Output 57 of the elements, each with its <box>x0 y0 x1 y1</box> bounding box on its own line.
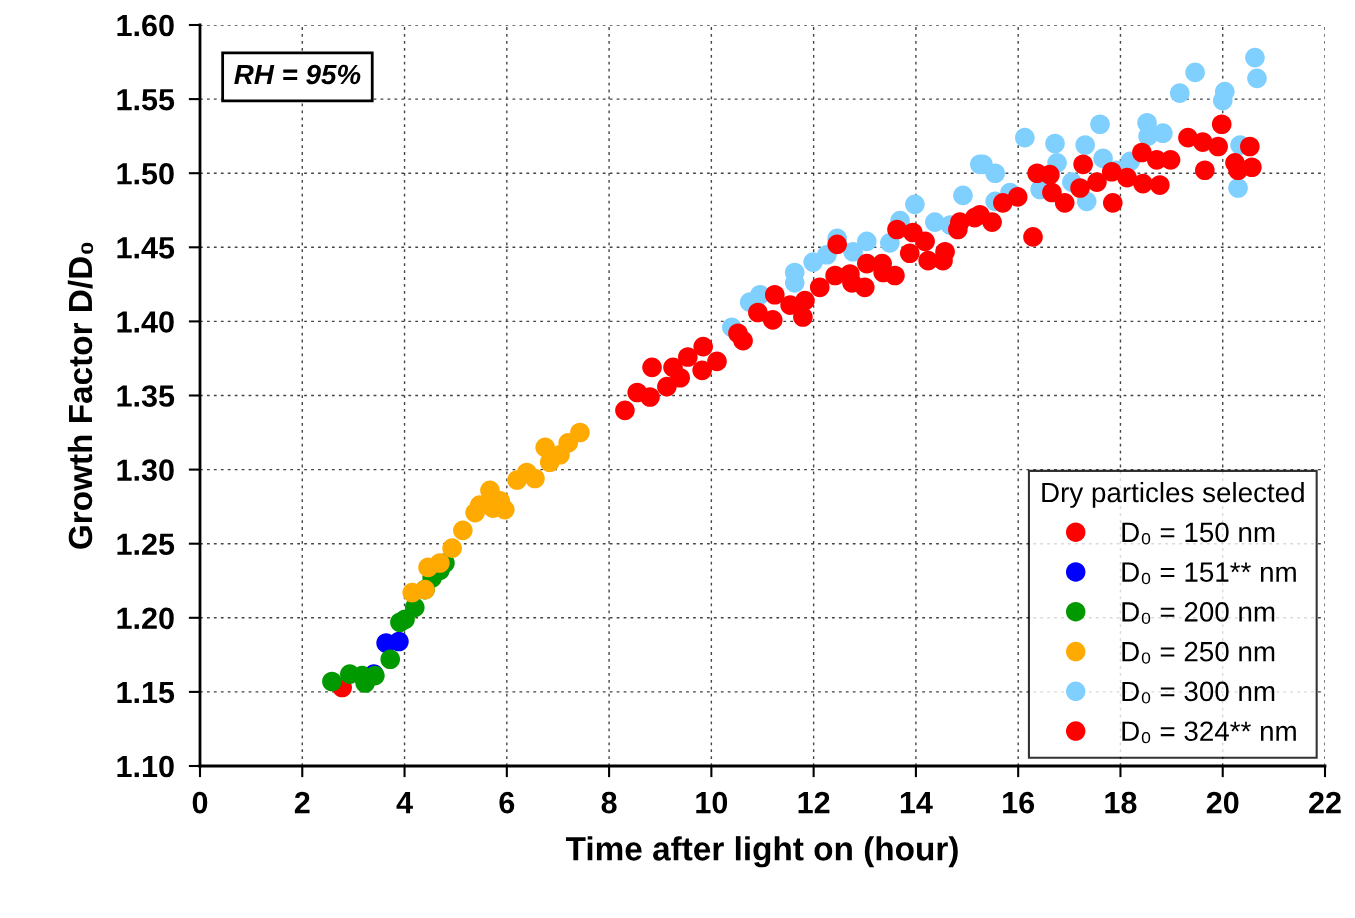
x-tick-label: 14 <box>900 792 933 814</box>
x-tick-label: 6 <box>499 791 515 814</box>
point <box>1075 135 1095 155</box>
y-tick-label: 1.20 <box>117 607 174 630</box>
point <box>985 163 1005 184</box>
point <box>570 422 590 443</box>
y-tick-label: 1.35 <box>117 385 175 407</box>
x-tick-label: 10 <box>696 791 728 814</box>
point <box>1015 127 1035 148</box>
point <box>380 649 401 670</box>
x-tick-label: 2 <box>294 791 310 814</box>
x-tick-label: 0 <box>192 791 208 814</box>
legend-label: D₀ = 324** nm <box>1122 721 1296 744</box>
point <box>1045 133 1065 154</box>
y-tick-label: 1.40 <box>117 311 174 333</box>
legend-label: D₀ = 150 nm <box>1122 522 1275 545</box>
point <box>1245 47 1265 68</box>
point <box>1185 62 1205 83</box>
x-tick-label: 16 <box>1003 791 1035 814</box>
point <box>322 671 342 692</box>
x-tick-label: 18 <box>1105 791 1137 814</box>
y-tick-label: 1.25 <box>117 533 175 556</box>
point <box>1228 178 1248 198</box>
point <box>1214 81 1235 102</box>
legend-label: D₀ = 200 nm <box>1122 602 1275 624</box>
annotation: RH = 95% <box>234 64 361 85</box>
point <box>389 631 409 652</box>
legend-label: D₀ = 250 nm <box>1122 641 1275 664</box>
y-tick-label: 1.60 <box>117 14 174 37</box>
point <box>442 538 462 558</box>
point <box>905 194 925 215</box>
legend-label: D₀ = 300 nm <box>1122 681 1275 704</box>
y-tick-label: 1.30 <box>117 459 174 482</box>
x-tick-label: 12 <box>798 791 830 814</box>
legend-label: D₀ = 151** nm <box>1122 562 1296 585</box>
x-tick-label: 8 <box>601 791 617 814</box>
point <box>1153 123 1173 144</box>
y-tick-label: 1.45 <box>117 237 175 259</box>
point <box>953 185 973 206</box>
point <box>494 499 515 520</box>
legend-title: Dry particles selected <box>1042 481 1304 508</box>
x-axis-title: Time after light on (hour) <box>565 836 958 868</box>
point <box>857 231 877 252</box>
x-tick-label: 4 <box>396 792 413 814</box>
y-tick-label: 1.50 <box>117 162 174 185</box>
point <box>1169 83 1190 103</box>
point <box>430 553 450 573</box>
x-tick-label: 20 <box>1206 791 1239 814</box>
x-tick-label: 22 <box>1309 791 1341 814</box>
y-tick-label: 1.15 <box>117 681 175 704</box>
y-tick-label: 1.55 <box>117 89 175 111</box>
point <box>1090 114 1110 135</box>
point <box>525 468 545 489</box>
point <box>453 520 473 541</box>
y-tick-label: 1.10 <box>117 755 174 778</box>
point <box>1247 68 1267 89</box>
y-axis-title: Growth Factor D/D₀ <box>67 242 94 549</box>
